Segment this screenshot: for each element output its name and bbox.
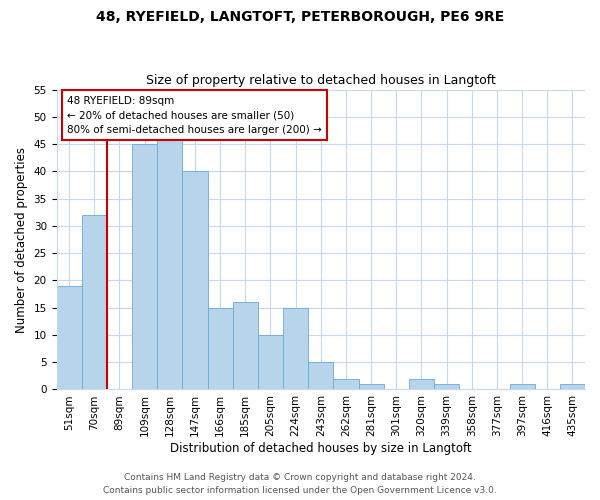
Bar [258, 335, 283, 390]
Y-axis label: Number of detached properties: Number of detached properties [15, 146, 28, 332]
Text: Contains HM Land Registry data © Crown copyright and database right 2024.
Contai: Contains HM Land Registry data © Crown c… [103, 474, 497, 495]
Bar [560, 384, 585, 390]
Bar [334, 378, 359, 390]
X-axis label: Distribution of detached houses by size in Langtoft: Distribution of detached houses by size … [170, 442, 472, 455]
Bar [157, 138, 182, 390]
Title: Size of property relative to detached houses in Langtoft: Size of property relative to detached ho… [146, 74, 496, 87]
Bar [434, 384, 459, 390]
Bar [56, 286, 82, 390]
Bar [233, 302, 258, 390]
Bar [509, 384, 535, 390]
Bar [308, 362, 334, 390]
Text: 48 RYEFIELD: 89sqm
← 20% of detached houses are smaller (50)
80% of semi-detache: 48 RYEFIELD: 89sqm ← 20% of detached hou… [67, 96, 322, 135]
Bar [182, 172, 208, 390]
Bar [409, 378, 434, 390]
Bar [359, 384, 383, 390]
Text: 48, RYEFIELD, LANGTOFT, PETERBOROUGH, PE6 9RE: 48, RYEFIELD, LANGTOFT, PETERBOROUGH, PE… [96, 10, 504, 24]
Bar [283, 308, 308, 390]
Bar [208, 308, 233, 390]
Bar [132, 144, 157, 390]
Bar [82, 215, 107, 390]
